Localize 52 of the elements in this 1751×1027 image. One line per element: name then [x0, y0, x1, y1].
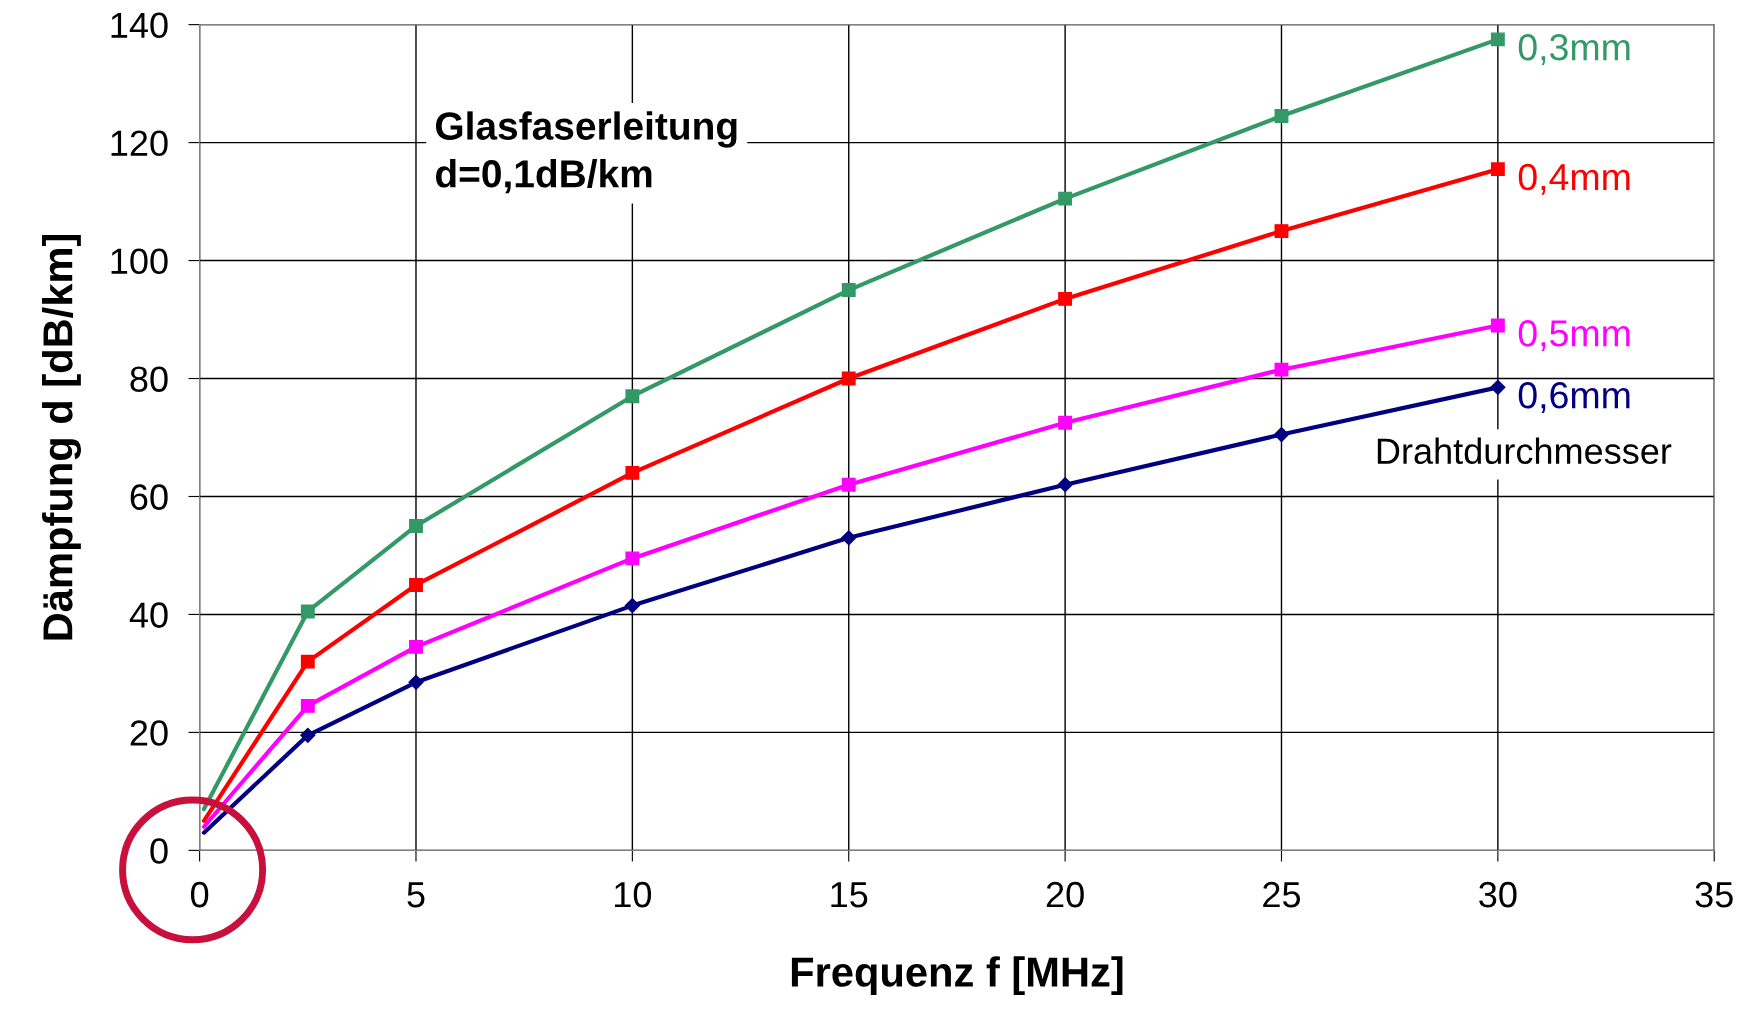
annotation: Glasfaserleitung d=0,1dB/km	[435, 111, 737, 194]
point	[1273, 426, 1290, 443]
series-label: 0,3mm	[1518, 34, 1630, 65]
x-tick-label: 5	[407, 882, 425, 908]
point	[841, 371, 856, 386]
x-tick-label: 10	[615, 881, 652, 908]
x-tick-label: 25	[1263, 881, 1301, 908]
point	[1058, 191, 1073, 206]
y-tick-label: 120	[111, 130, 168, 157]
point	[1274, 224, 1289, 239]
point	[841, 477, 856, 492]
x-tick-label: 35	[1695, 881, 1733, 908]
point	[1274, 362, 1289, 377]
annotation: Drahtdurchmesser	[1377, 437, 1672, 465]
y-tick-label: 60	[130, 484, 168, 510]
point	[408, 674, 424, 690]
series-label: 0,5mm	[1518, 320, 1630, 352]
point	[409, 639, 423, 654]
point	[300, 604, 315, 619]
point	[624, 598, 640, 614]
point	[841, 530, 857, 546]
y-tick-label: 40	[129, 602, 168, 628]
point	[1490, 162, 1505, 177]
y-tick-label: 0	[150, 838, 168, 864]
point	[1490, 318, 1505, 333]
y-tick-label: 20	[130, 720, 168, 746]
x-tick-label: 20	[1046, 881, 1084, 908]
point	[625, 551, 640, 566]
point	[300, 654, 315, 669]
y-tick-label: 100	[111, 248, 168, 274]
point	[300, 698, 315, 713]
point	[625, 465, 640, 480]
x-tick-label: 15	[831, 882, 868, 908]
point	[841, 283, 856, 297]
point	[1058, 415, 1073, 430]
point	[300, 727, 316, 743]
y-tick-label: 140	[111, 12, 168, 39]
x-tick-label: 30	[1479, 881, 1517, 908]
point	[409, 578, 423, 592]
y-axis-title: Dämpfung d [dB/km]	[42, 234, 82, 640]
x-tick-label: 0	[190, 881, 209, 908]
point	[1058, 291, 1073, 306]
point	[1057, 477, 1073, 493]
series-label: 0,4mm	[1518, 163, 1630, 195]
series-label: 0,6mm	[1518, 381, 1630, 413]
y-tick-label: 80	[130, 366, 168, 392]
point	[1490, 379, 1506, 395]
point	[1274, 109, 1289, 124]
point	[1490, 32, 1505, 47]
point	[409, 519, 423, 533]
x-axis-title: Frequenz f [MHz]	[791, 956, 1123, 996]
point	[625, 389, 640, 404]
